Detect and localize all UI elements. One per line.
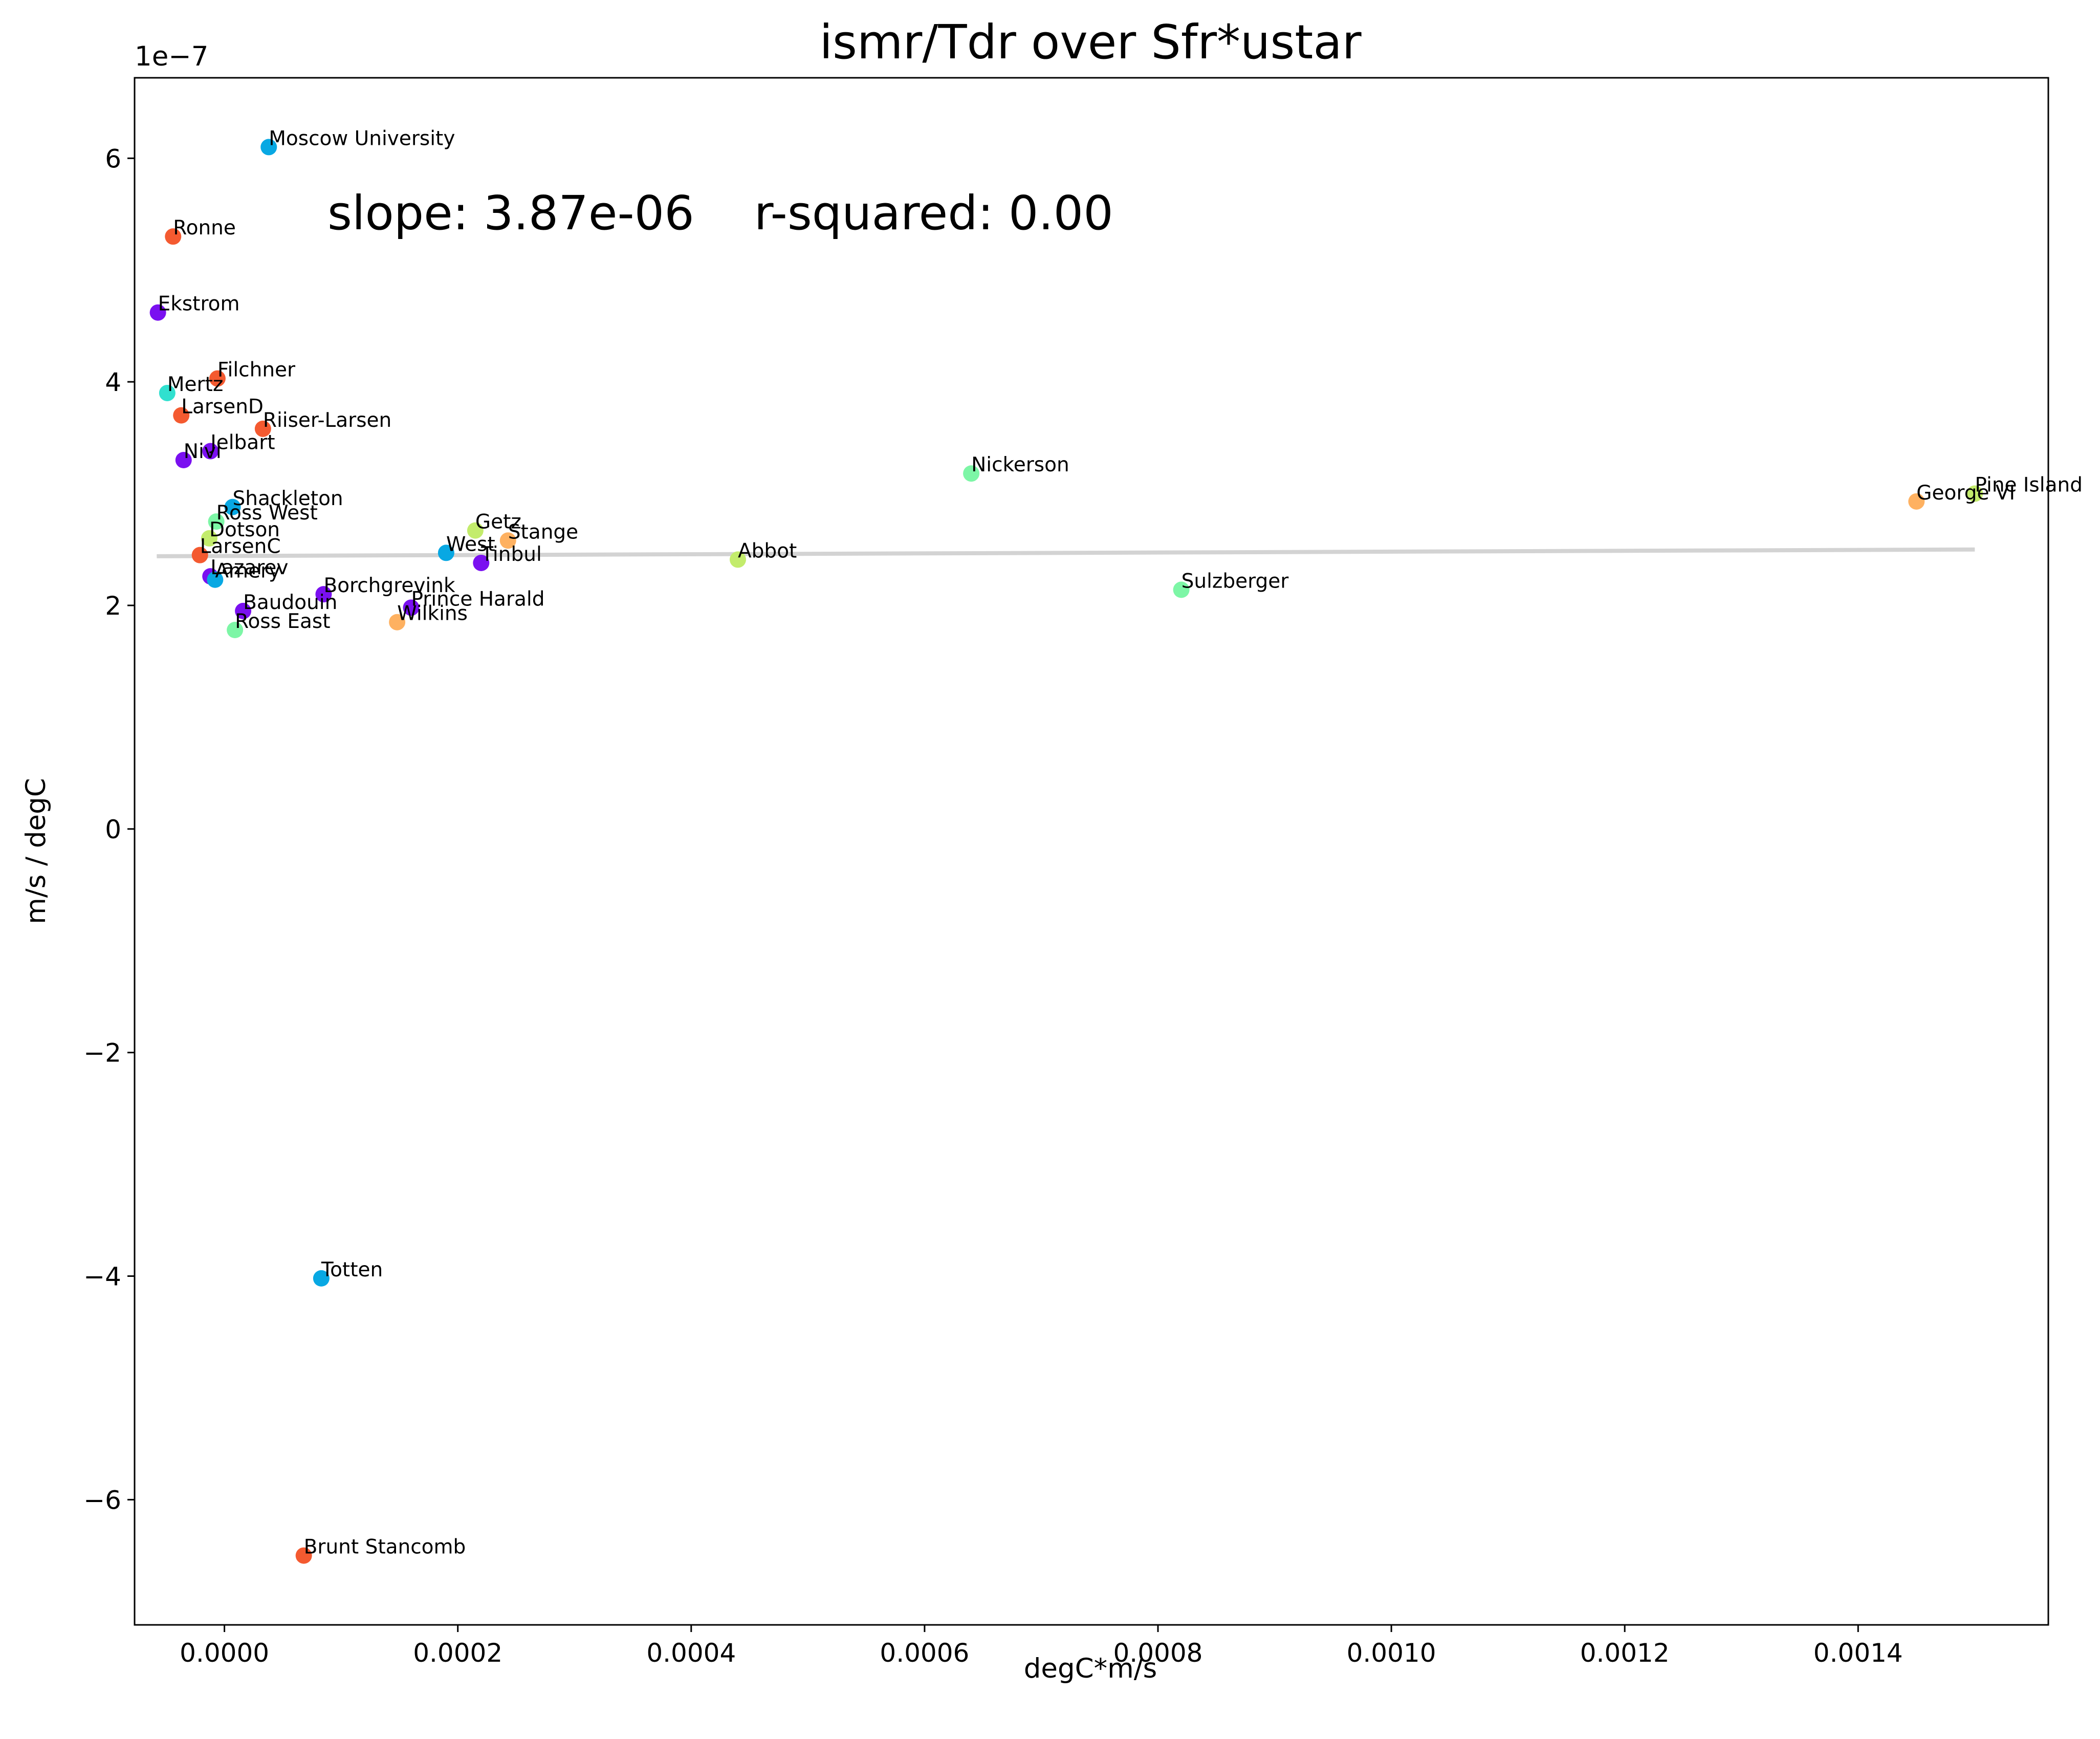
point-label: LarsenC xyxy=(200,535,281,558)
point-label: Lazarev xyxy=(210,556,288,579)
point-label: LarsenD xyxy=(181,396,264,419)
point-label: Filchner xyxy=(217,359,296,382)
scatter-point xyxy=(173,407,190,424)
y-axis-offset-label: 1e−7 xyxy=(135,41,208,72)
plot-area-frame xyxy=(134,77,2049,1626)
scatter-point xyxy=(260,139,277,156)
scatter-point xyxy=(227,622,244,639)
scatter-point xyxy=(254,420,271,437)
y-tick-label: 4 xyxy=(105,367,121,397)
point-label: Moscow University xyxy=(269,127,455,150)
x-tick-label: 0.0008 xyxy=(1113,1638,1203,1668)
scatter-point xyxy=(202,443,219,460)
point-label: Sulzberger xyxy=(1182,570,1289,593)
point-label: Riiser-Larsen xyxy=(263,409,391,432)
x-tick-label: 0.0010 xyxy=(1347,1638,1436,1668)
scatter-point xyxy=(165,228,182,245)
point-label: George VI xyxy=(1916,482,2015,505)
scatter-point xyxy=(467,522,484,539)
scatter-point xyxy=(438,545,454,561)
points-layer xyxy=(149,139,1983,1564)
scatter-point xyxy=(159,384,176,401)
ticks-layer: 0.0000 0.0002 0.0004 0.0006 0.0008 0.0010 0.00… xyxy=(83,144,1902,1668)
point-label: Shackleton xyxy=(233,487,343,510)
fit-annotation: slope: 3.87e-06 r-squared: 0.00 xyxy=(327,186,1113,241)
scatter-point xyxy=(1966,485,1983,502)
scatter-point xyxy=(209,370,226,387)
point-label: Stange xyxy=(508,520,578,544)
point-label: Totten xyxy=(321,1258,383,1281)
scatter-point xyxy=(499,532,516,549)
point-label: Dotson xyxy=(209,518,280,541)
point-label: Ronne xyxy=(173,216,236,240)
point-label: Baudouin xyxy=(243,591,337,614)
y-tick-label: −4 xyxy=(83,1262,121,1292)
point-label: Borchgrevink xyxy=(323,574,455,597)
scatter-point xyxy=(473,554,490,571)
scatter-point xyxy=(295,1547,312,1564)
scatter-point xyxy=(208,513,225,530)
scatter-point xyxy=(224,498,241,515)
point-label: Abbot xyxy=(738,539,797,562)
point-label: Mertz xyxy=(167,373,223,396)
scatter-point xyxy=(201,530,217,547)
y-tick-label: −2 xyxy=(83,1038,121,1068)
point-label: Jelbart xyxy=(209,431,275,454)
x-axis-label: degC*m/s xyxy=(1024,1653,1157,1684)
x-tick-label: 0.0006 xyxy=(880,1638,969,1668)
scatter-point xyxy=(235,602,252,619)
point-label: Nickerson xyxy=(971,453,1069,476)
scatter-point xyxy=(963,465,980,482)
scatter-point xyxy=(730,551,747,568)
scatter-point xyxy=(313,1270,330,1287)
fit-line-layer xyxy=(157,547,1975,558)
x-tick-label: 0.0004 xyxy=(646,1638,736,1668)
point-label: Getz xyxy=(475,511,521,534)
x-tick-label: 0.0000 xyxy=(180,1638,269,1668)
scatter-point xyxy=(389,614,406,631)
point-label: Ekstrom xyxy=(158,293,240,316)
point-label: Tinbul xyxy=(480,543,542,566)
scatter-point xyxy=(191,547,208,563)
point-label: Ross East xyxy=(235,610,330,633)
scatter-point xyxy=(207,571,224,588)
point-label: Amery xyxy=(215,560,280,583)
point-label: Brunt Stancomb xyxy=(304,1536,466,1559)
y-tick-label: 0 xyxy=(105,815,121,844)
point-label: Nivl xyxy=(184,440,222,463)
y-tick-label: −6 xyxy=(83,1485,121,1515)
fit-line xyxy=(157,547,1975,558)
point-label: West xyxy=(446,533,495,556)
point-label: Ross West xyxy=(216,502,318,525)
y-axis-label: m/s / degC xyxy=(20,778,52,924)
y-tick-label: 2 xyxy=(105,591,121,621)
scatter-point xyxy=(149,304,166,321)
x-tick-label: 0.0002 xyxy=(413,1638,502,1668)
point-label: Prince Harald xyxy=(411,588,544,611)
y-tick-label: 6 xyxy=(105,144,121,173)
scatter-point xyxy=(175,452,192,469)
scatter-point xyxy=(403,599,420,616)
point-label: Pine Island xyxy=(1975,474,2083,497)
x-tick-label: 0.0012 xyxy=(1580,1638,1670,1668)
scatter-point xyxy=(1908,493,1925,510)
point-labels-layer: Moscow University Ronne Ekstrom FilchnerMer… xyxy=(158,127,2083,1558)
scatter-point xyxy=(1173,581,1190,598)
x-tick-label: 0.0014 xyxy=(1813,1638,1903,1668)
scatter-point xyxy=(315,586,332,603)
chart-title: ismr/Tdr over Sfr*ustar xyxy=(819,15,1361,70)
point-label: Wilkins xyxy=(397,602,468,625)
